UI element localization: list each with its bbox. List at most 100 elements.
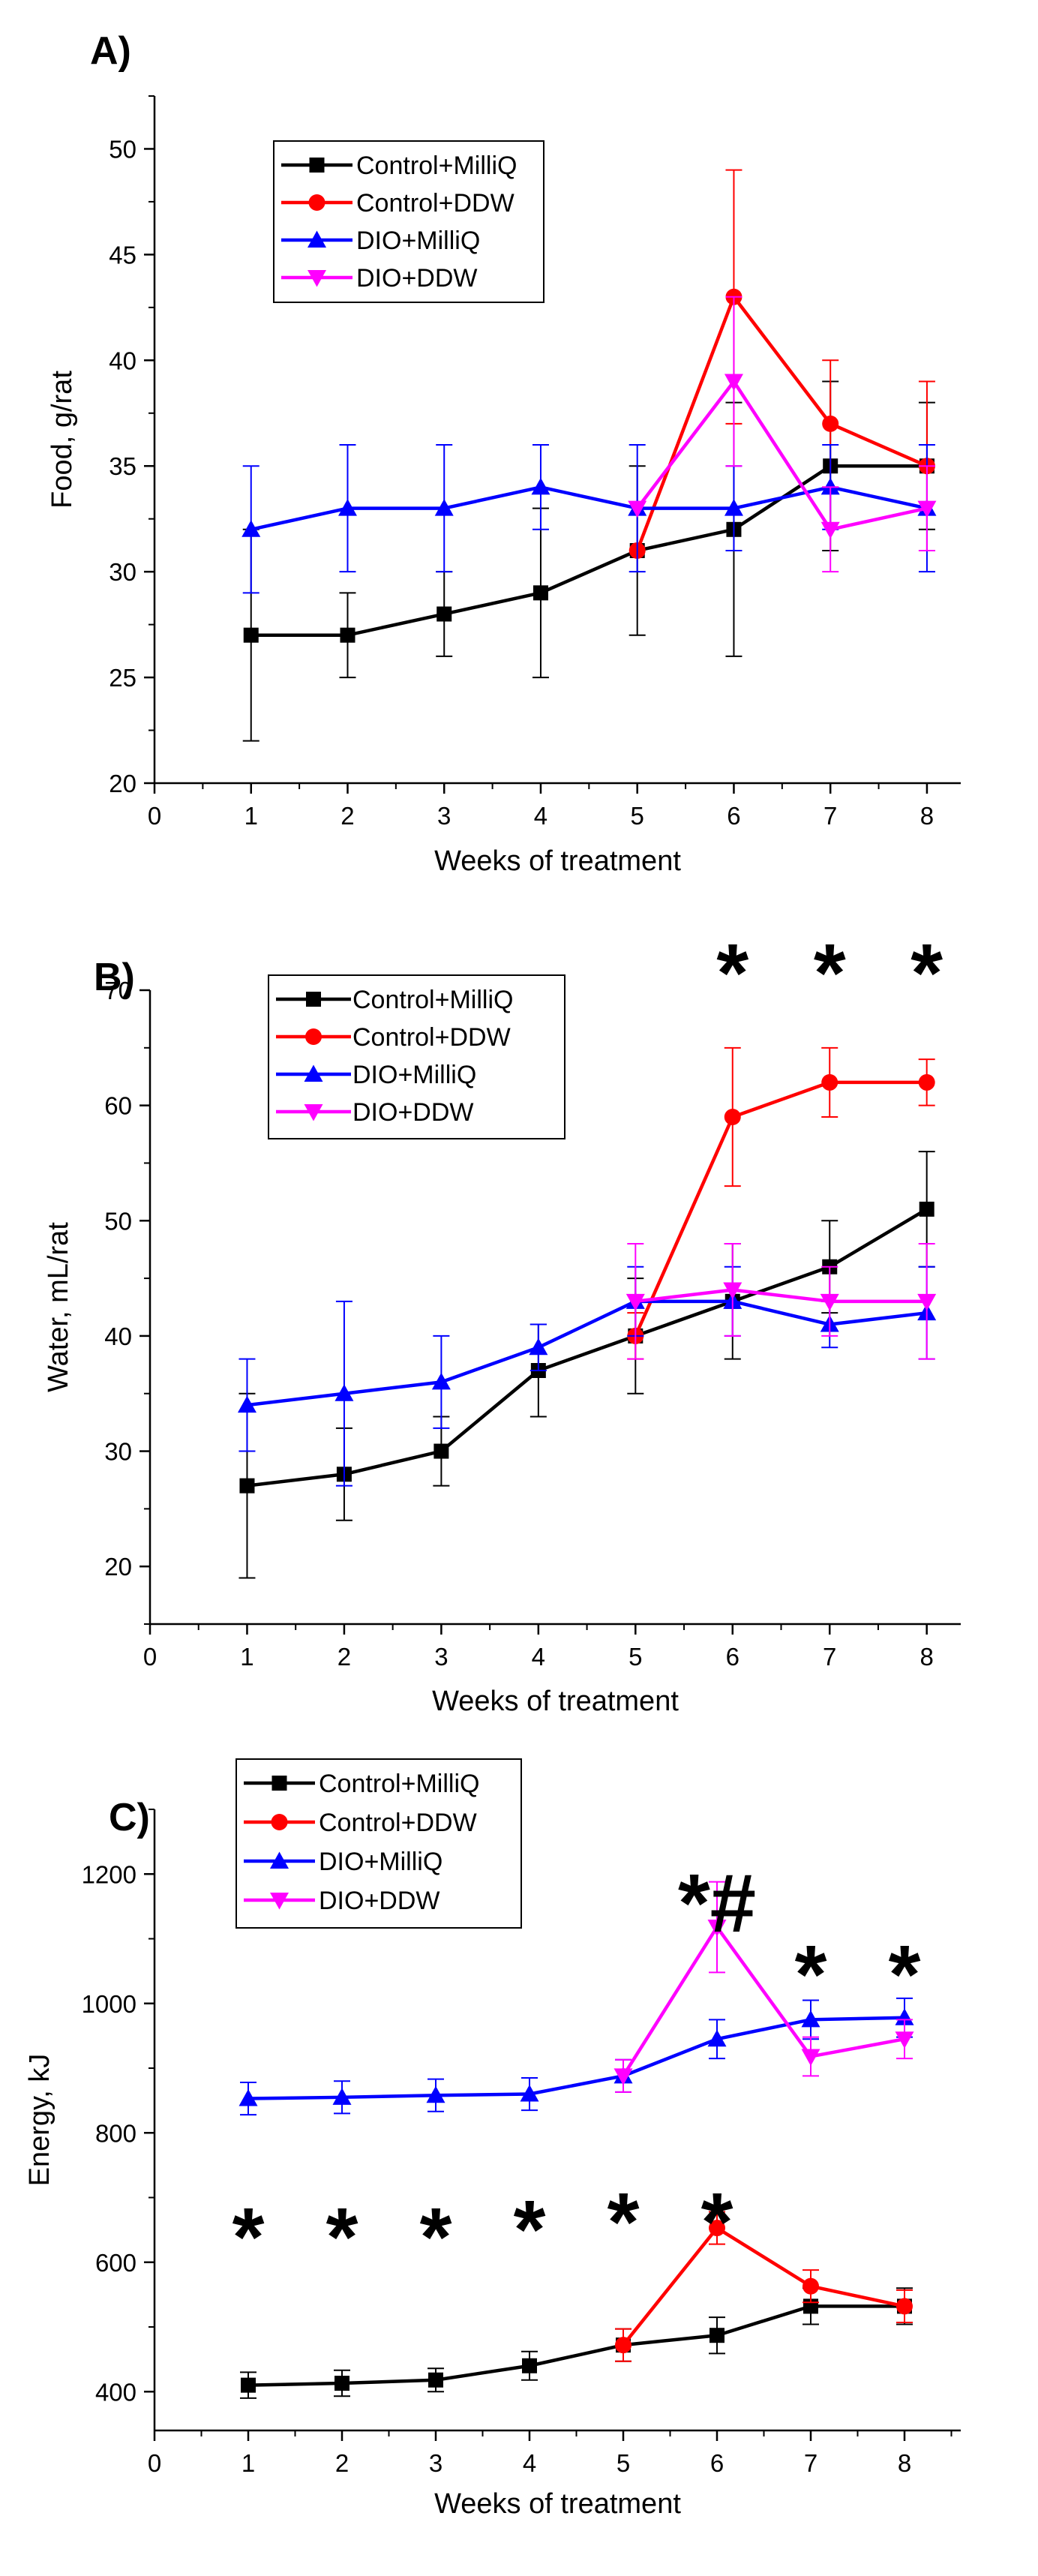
y-tick-label: 50 <box>109 135 136 163</box>
data-point <box>628 500 647 518</box>
x-tick-label: 4 <box>534 802 548 830</box>
x-tick-label: 7 <box>824 802 837 830</box>
legend-item: Control+DDW <box>244 1809 477 1837</box>
significance-marker: * <box>814 927 846 1019</box>
legend-label: Control+DDW <box>356 189 514 218</box>
series-line <box>248 2304 904 2387</box>
y-tick-label: 35 <box>109 452 136 480</box>
series-dio-ddw <box>626 1243 937 1360</box>
legend: Control+MilliQ Control+DDW DIO+MilliQ DIO+D… <box>268 974 566 1139</box>
x-tick-label: 1 <box>240 1643 254 1671</box>
panel-label: A) <box>90 29 131 73</box>
y-tick-label: 25 <box>109 664 136 692</box>
significance-marker: * <box>910 927 943 1019</box>
data-point <box>237 1395 256 1413</box>
series-line <box>622 2226 905 2346</box>
y-tick-label: 40 <box>104 1323 132 1350</box>
data-point <box>614 2068 633 2085</box>
legend: Control+MilliQ Control+DDW DIO+MilliQ DIO+D… <box>236 1758 522 1929</box>
data-point <box>434 1443 449 1459</box>
x-tick-label: 8 <box>898 2449 911 2477</box>
significance-marker: * <box>701 2176 734 2268</box>
series-dio-ddw <box>614 1881 914 2093</box>
x-tick-label: 1 <box>242 2449 255 2477</box>
data-point <box>431 1372 451 1390</box>
legend-label: Control+DDW <box>352 1023 511 1052</box>
x-tick-label: 8 <box>920 802 934 830</box>
data-point <box>919 1201 934 1217</box>
legend-label: Control+DDW <box>319 1809 477 1837</box>
legend-label: Control+MilliQ <box>356 152 517 180</box>
x-axis-title: Weeks of treatment <box>434 845 681 877</box>
x-tick-label: 8 <box>920 1643 934 1671</box>
series-control-milliq <box>238 1151 935 1579</box>
data-point <box>822 415 839 432</box>
data-point <box>426 2085 446 2103</box>
data-point <box>522 2358 537 2373</box>
legend-marker <box>308 230 326 248</box>
y-tick-label: 1200 <box>82 1860 136 1888</box>
series-line <box>247 1207 928 1488</box>
data-point <box>241 2377 256 2393</box>
data-point <box>532 585 548 601</box>
y-axis-title: Energy, kJ <box>24 2054 56 2187</box>
legend-marker <box>308 194 326 211</box>
data-point <box>340 627 356 643</box>
data-point <box>723 1282 742 1299</box>
x-tick-label: 7 <box>823 1643 836 1671</box>
data-point <box>242 520 261 537</box>
data-point <box>239 1478 255 1494</box>
significance-marker: * <box>889 1929 921 2021</box>
data-point <box>334 1384 354 1401</box>
legend-marker <box>309 158 325 173</box>
x-tick-label: 5 <box>628 1643 642 1671</box>
y-tick-label: 1000 <box>82 1990 136 2018</box>
data-point <box>531 477 550 495</box>
data-point <box>710 2328 724 2343</box>
x-tick-label: 3 <box>437 802 451 830</box>
data-point <box>724 1109 741 1125</box>
y-tick-label: 45 <box>109 241 136 269</box>
data-point <box>917 1293 937 1311</box>
data-point <box>434 499 454 516</box>
series-line <box>634 1080 927 1337</box>
x-tick-label: 2 <box>340 802 354 830</box>
x-axis-title: Weeks of treatment <box>434 2488 681 2520</box>
legend-marker <box>270 1851 289 1869</box>
series-dio-ddw <box>628 296 937 573</box>
y-tick-label: 50 <box>104 1207 132 1235</box>
series-control-milliq <box>240 2287 913 2399</box>
data-point <box>821 1073 838 1091</box>
legend-item: Control+MilliQ <box>244 1770 479 1798</box>
y-tick-label: 30 <box>104 1438 132 1466</box>
data-point <box>238 2089 258 2106</box>
data-point <box>801 2049 820 2066</box>
x-tick-label: 1 <box>244 802 258 830</box>
data-point <box>820 477 840 495</box>
legend-item: Control+MilliQ <box>276 986 513 1014</box>
significance-marker: * <box>716 927 748 1019</box>
y-tick-label: 40 <box>109 347 136 374</box>
significance-marker: *# <box>678 1857 756 1950</box>
legend-label: DIO+MilliQ <box>356 227 480 255</box>
legend-label: DIO+DDW <box>352 1098 474 1127</box>
data-point <box>707 1919 727 1937</box>
legend-marker <box>304 1064 323 1082</box>
legend-marker <box>306 992 321 1007</box>
data-point <box>724 374 743 391</box>
data-point <box>895 2008 914 2025</box>
significance-marker: * <box>795 1929 827 2021</box>
x-tick-label: 4 <box>523 2449 536 2477</box>
legend-marker <box>270 1893 289 1910</box>
y-axis-title: Water, mL/rat <box>43 1222 74 1392</box>
legend-marker <box>271 1814 288 1830</box>
series-line <box>635 295 928 551</box>
chart-panel-2: B) 0 1 2 3 4 5 6 7 8 20 30 40 50 60 70 Weeks of treatmen… <box>43 927 961 1717</box>
legend-marker <box>308 270 326 287</box>
y-tick-label: 800 <box>95 2119 136 2147</box>
legend-marker <box>304 1104 323 1121</box>
legend: Control+MilliQ Control+DDW DIO+MilliQ DIO+D… <box>273 140 544 303</box>
series-control-ddw <box>615 2211 913 2362</box>
